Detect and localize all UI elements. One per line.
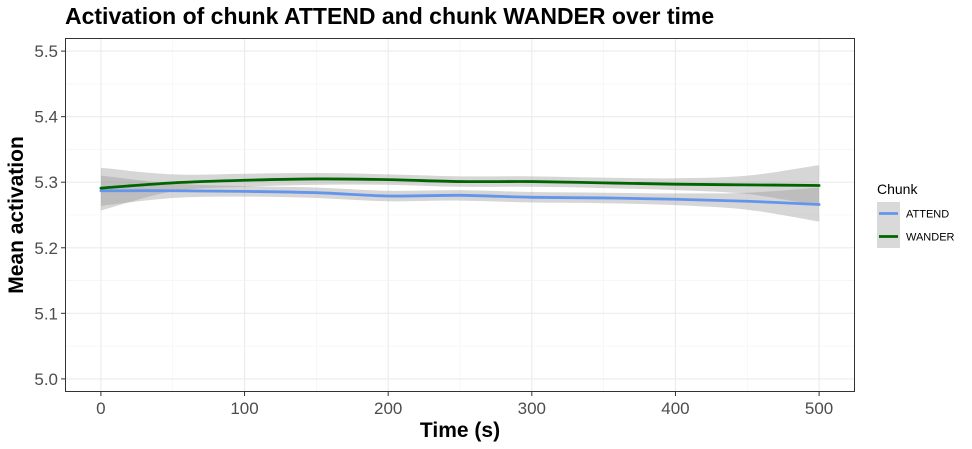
x-tick-label: 100	[230, 399, 258, 418]
x-tick-label: 200	[374, 399, 402, 418]
y-tick-label: 5.3	[34, 173, 58, 192]
plot-border	[65, 38, 855, 392]
x-tick-label: 400	[661, 399, 689, 418]
legend-title: Chunk	[877, 181, 918, 197]
line-attend	[99, 189, 821, 206]
ribbon-attend	[100, 175, 820, 222]
legend-item-wander: WANDER	[877, 225, 955, 248]
legend-item-attend: ATTEND	[877, 202, 949, 225]
y-tick-label: 5.1	[34, 304, 58, 323]
x-axis-title: Time (s)	[420, 419, 500, 442]
x-tick-label: 300	[518, 399, 546, 418]
x-tick-label: 0	[96, 399, 105, 418]
legend-label: ATTEND	[906, 209, 949, 221]
y-tick-label: 5.0	[34, 370, 58, 389]
axis-ticks: 0 100 200 300 400 500 5.0 5.1 5.2 5.3 5.4 5.5	[34, 42, 833, 418]
y-tick-label: 5.5	[34, 42, 58, 61]
ribbon-wander	[100, 165, 820, 211]
legend: Chunk ATTEND WANDER	[877, 181, 955, 248]
legend-items: ATTEND WANDER	[877, 202, 955, 248]
x-tick-label: 500	[805, 399, 833, 418]
grid-lines	[65, 38, 855, 392]
y-tick-label: 5.2	[34, 239, 58, 258]
chart-title: Activation of chunk ATTEND and chunk WAN…	[65, 3, 714, 29]
series-lines	[99, 177, 821, 206]
y-axis-title: Mean activation	[5, 136, 28, 294]
confidence-ribbons	[100, 165, 820, 222]
line-wander	[99, 177, 821, 190]
legend-label: WANDER	[906, 232, 955, 244]
y-tick-label: 5.4	[34, 108, 58, 127]
